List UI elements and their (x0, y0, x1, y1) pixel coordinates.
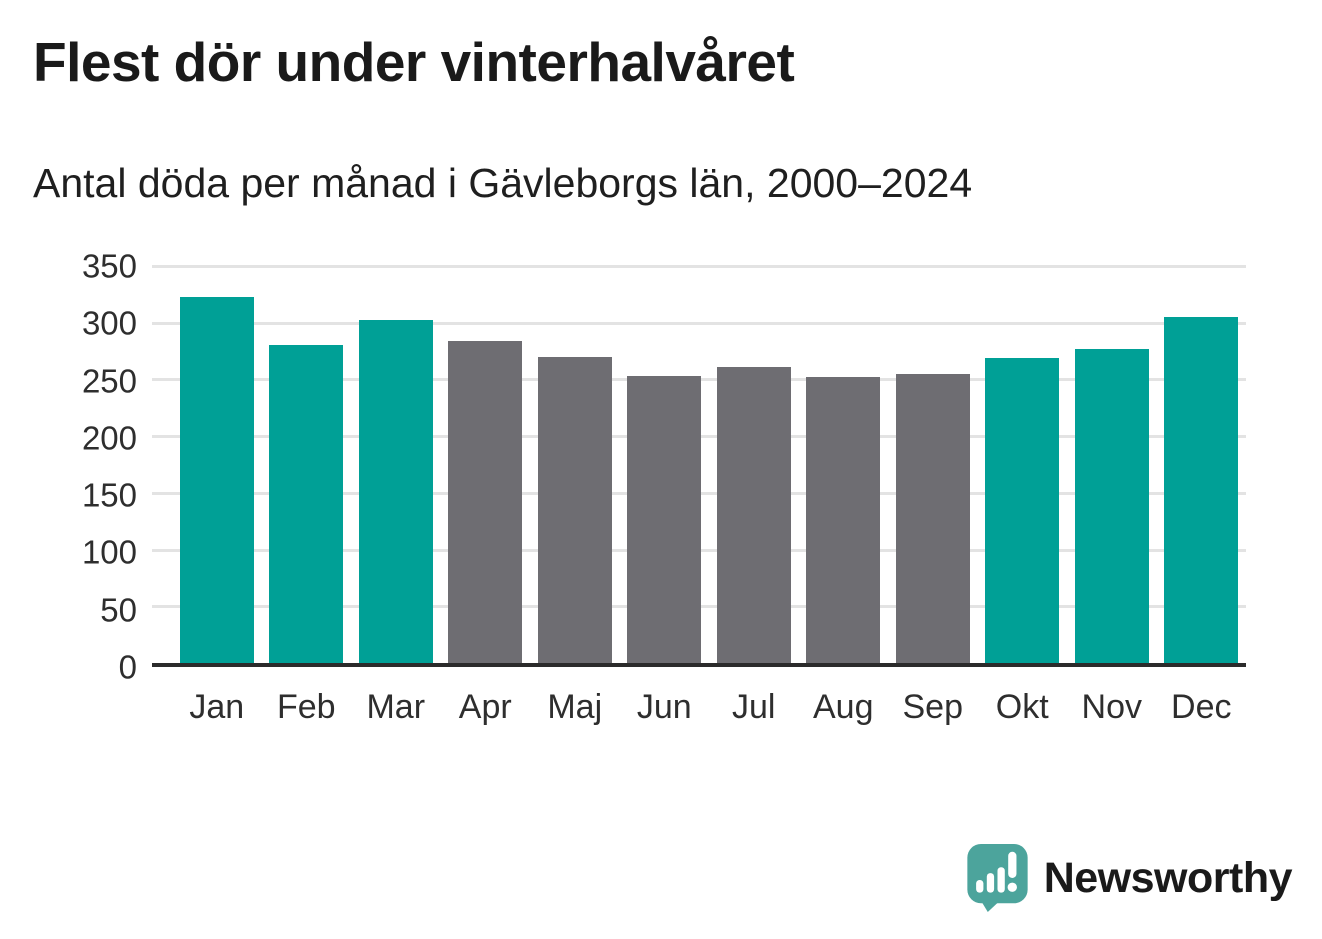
gridline-350 (152, 265, 1246, 268)
newsworthy-icon (967, 843, 1028, 913)
bar-slot-nov (1067, 266, 1157, 663)
x-tick-label-aug: Aug (813, 688, 874, 726)
x-tick-label-okt: Okt (995, 688, 1049, 726)
plot-area (152, 265, 1246, 667)
bar-slot-maj (530, 266, 620, 663)
bar-maj (537, 356, 612, 663)
chart-subtitle: Antal döda per månad i Gävleborgs län, 2… (33, 160, 973, 206)
bars (172, 266, 1246, 663)
y-tick-label-300: 300 (81, 304, 137, 342)
bar-slot-jul (709, 266, 799, 663)
x-tick-label-dec: Dec (1171, 688, 1232, 726)
x-tick-label-feb: Feb (276, 688, 336, 726)
bar-nov (1074, 348, 1149, 663)
y-tick-label-350: 350 (81, 247, 137, 285)
bar-feb (269, 345, 344, 663)
x-tick-label-apr: Apr (458, 688, 512, 726)
bar-aug (806, 377, 881, 663)
y-tick-label-0: 0 (118, 648, 137, 686)
bar-slot-jan (172, 266, 262, 663)
bar-slot-apr (441, 266, 531, 663)
bar-jun (627, 376, 702, 663)
gridline-300 (152, 321, 1246, 325)
y-tick-label-150: 150 (81, 476, 137, 514)
x-tick-label-jan: Jan (189, 688, 245, 726)
x-tick-label-mar: Mar (366, 688, 426, 726)
y-tick-label-200: 200 (81, 419, 137, 457)
bar-slot-aug (799, 266, 889, 663)
bar-dec (1164, 317, 1239, 663)
x-tick-label-jun: Jun (636, 688, 692, 726)
bar-jul (716, 366, 791, 663)
chart-title: Flest dör under vinterhalvåret (33, 31, 795, 93)
bar-jan (179, 296, 254, 663)
x-tick-label-nov: Nov (1081, 688, 1142, 726)
bar-apr (448, 340, 523, 663)
bar-slot-jun (620, 266, 710, 663)
bar-slot-okt (978, 266, 1068, 663)
x-axis: Jan Feb Mar Apr Maj Jun Jul Aug Sep Okt Nov Dec (172, 688, 1246, 727)
bar-okt (985, 357, 1060, 663)
y-axis: 0 50 100 150 200 250 300 350 (0, 250, 137, 684)
x-tick-label-jul: Jul (732, 688, 776, 726)
bar-chart: 0 50 100 150 200 250 300 350 Jan Feb Mar Apr Maj Jun… (0, 250, 1250, 746)
x-tick-label-maj: Maj (547, 688, 603, 726)
newsworthy-logo: Newsworthy (966, 843, 1293, 913)
bar-mar (358, 320, 433, 663)
bar-sep (895, 373, 970, 663)
bar-slot-sep (888, 266, 978, 663)
y-tick-label-50: 50 (100, 591, 137, 629)
x-tick-label-sep: Sep (902, 688, 964, 726)
bar-slot-feb (262, 266, 352, 663)
bar-slot-dec (1157, 266, 1247, 663)
y-tick-label-100: 100 (81, 533, 137, 571)
bar-slot-mar (351, 266, 441, 663)
y-tick-label-250: 250 (81, 362, 137, 400)
newsworthy-wordmark: Newsworthy (1043, 853, 1293, 902)
